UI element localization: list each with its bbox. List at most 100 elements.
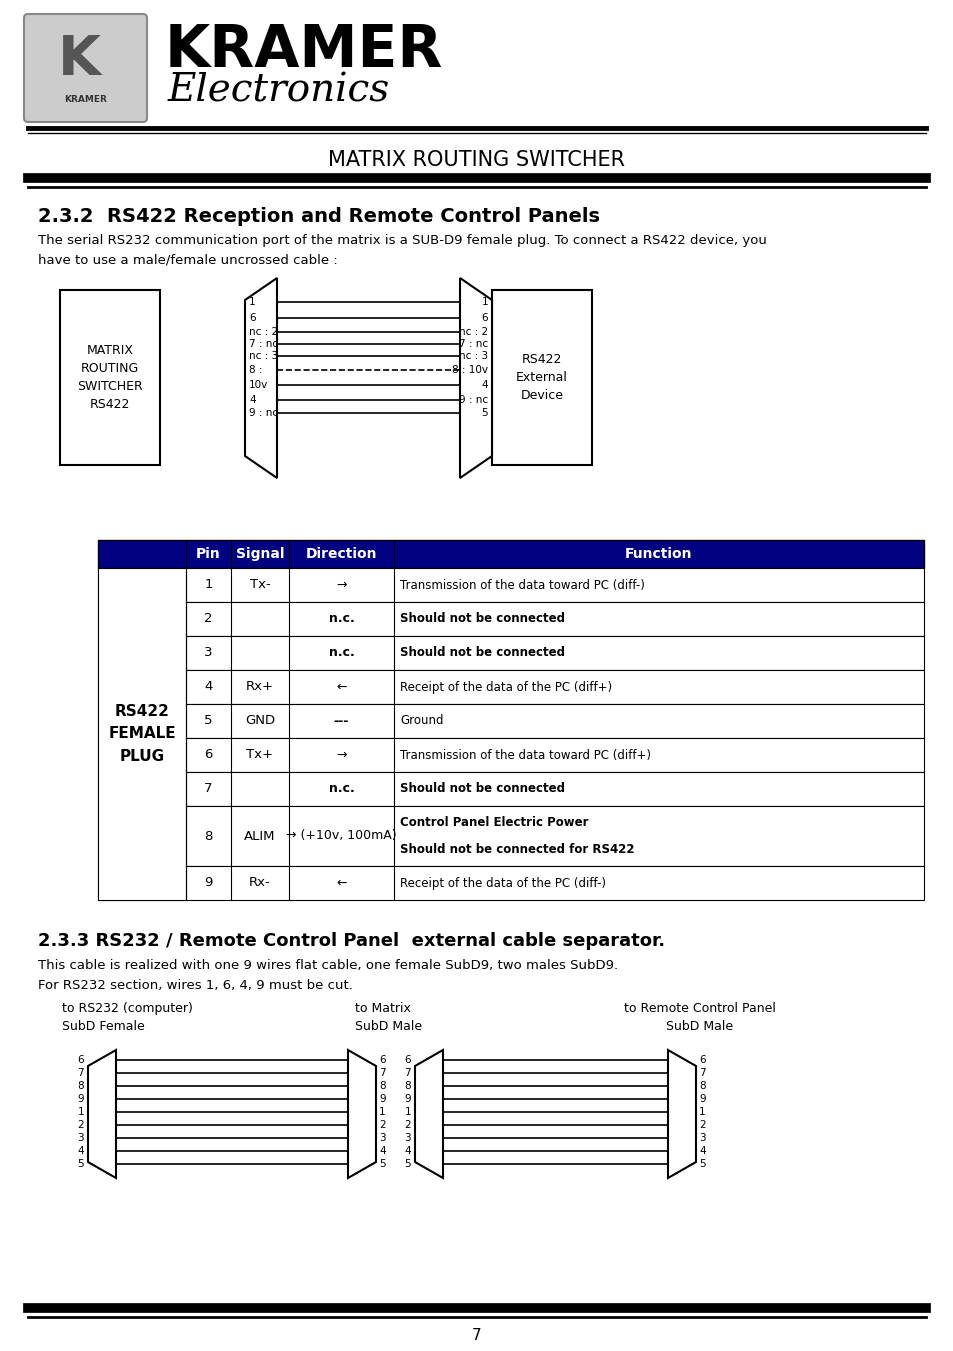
Text: ALIM: ALIM xyxy=(244,830,275,843)
Text: Rx-: Rx- xyxy=(249,877,271,889)
Text: to Matrix
SubD Male: to Matrix SubD Male xyxy=(355,1002,421,1034)
Text: 9: 9 xyxy=(404,1094,411,1104)
Text: 7: 7 xyxy=(204,782,213,796)
Bar xyxy=(98,866,923,900)
Bar xyxy=(98,771,923,807)
Text: 4: 4 xyxy=(404,1146,411,1156)
Text: 3: 3 xyxy=(378,1133,385,1143)
Text: 8: 8 xyxy=(699,1081,705,1092)
Text: nc : 3: nc : 3 xyxy=(249,351,278,361)
Text: 5: 5 xyxy=(481,408,488,417)
Text: Signal: Signal xyxy=(235,547,284,561)
Text: 5: 5 xyxy=(404,1159,411,1169)
Text: 4: 4 xyxy=(378,1146,385,1156)
Text: 6: 6 xyxy=(77,1055,84,1065)
Text: Function: Function xyxy=(624,547,692,561)
Text: 9 : nc: 9 : nc xyxy=(249,408,278,417)
Text: 8 :: 8 : xyxy=(249,365,262,376)
Text: 7: 7 xyxy=(404,1069,411,1078)
Text: 7 : nc: 7 : nc xyxy=(458,339,488,349)
Text: The serial RS232 communication port of the matrix is a SUB-D9 female plug. To co: The serial RS232 communication port of t… xyxy=(38,234,766,266)
Text: 4: 4 xyxy=(249,394,255,405)
Text: 9: 9 xyxy=(77,1094,84,1104)
Text: RS422
FEMALE
PLUG: RS422 FEMALE PLUG xyxy=(108,704,175,763)
Text: 5: 5 xyxy=(699,1159,705,1169)
Text: 2: 2 xyxy=(699,1120,705,1129)
Text: K: K xyxy=(58,32,101,86)
Text: n.c.: n.c. xyxy=(328,647,354,659)
Text: 8: 8 xyxy=(378,1081,385,1092)
Text: Tx-: Tx- xyxy=(250,578,270,592)
Text: 3: 3 xyxy=(699,1133,705,1143)
Text: 3: 3 xyxy=(77,1133,84,1143)
Text: 5: 5 xyxy=(204,715,213,727)
Text: 1: 1 xyxy=(77,1106,84,1117)
FancyBboxPatch shape xyxy=(24,14,147,122)
Text: 4: 4 xyxy=(77,1146,84,1156)
Text: 6: 6 xyxy=(204,748,213,762)
Text: 6: 6 xyxy=(404,1055,411,1065)
Text: Should not be connected: Should not be connected xyxy=(399,782,564,796)
Text: 9: 9 xyxy=(699,1094,705,1104)
Text: n.c.: n.c. xyxy=(328,782,354,796)
Text: 2.3.3 RS232 / Remote Control Panel  external cable separator.: 2.3.3 RS232 / Remote Control Panel exter… xyxy=(38,932,664,950)
Text: 4: 4 xyxy=(699,1146,705,1156)
Text: 5: 5 xyxy=(378,1159,385,1169)
Text: Tx+: Tx+ xyxy=(246,748,274,762)
Text: ←: ← xyxy=(335,877,346,889)
Text: Should not be connected: Should not be connected xyxy=(399,647,564,659)
Text: Transmission of the data toward PC (diff-): Transmission of the data toward PC (diff… xyxy=(399,578,644,592)
Text: 9 : nc: 9 : nc xyxy=(458,394,488,405)
Bar xyxy=(98,567,923,603)
Text: 5: 5 xyxy=(77,1159,84,1169)
Polygon shape xyxy=(245,278,276,478)
Bar xyxy=(98,670,923,704)
Bar xyxy=(98,567,186,900)
Text: 2: 2 xyxy=(204,612,213,626)
Text: 8 : 10v: 8 : 10v xyxy=(452,365,488,376)
Text: MATRIX
ROUTING
SWITCHER
RS422: MATRIX ROUTING SWITCHER RS422 xyxy=(77,345,143,411)
Text: → (+10v, 100mA): → (+10v, 100mA) xyxy=(286,830,396,843)
Bar xyxy=(98,636,923,670)
Polygon shape xyxy=(415,1050,442,1178)
Text: 2: 2 xyxy=(378,1120,385,1129)
Text: 7: 7 xyxy=(472,1328,481,1343)
Text: 1: 1 xyxy=(204,578,213,592)
Text: Receipt of the data of the PC (diff+): Receipt of the data of the PC (diff+) xyxy=(399,681,612,693)
Text: 4: 4 xyxy=(204,681,213,693)
Text: ---: --- xyxy=(334,715,349,727)
Text: 1: 1 xyxy=(404,1106,411,1117)
Text: nc : 3: nc : 3 xyxy=(458,351,488,361)
Text: 9: 9 xyxy=(204,877,213,889)
Text: KRAMER: KRAMER xyxy=(64,96,107,104)
Text: 1: 1 xyxy=(249,297,255,307)
Text: nc : 2: nc : 2 xyxy=(249,327,278,336)
Text: Rx+: Rx+ xyxy=(246,681,274,693)
Bar xyxy=(60,290,160,465)
Bar xyxy=(492,290,592,465)
Text: Electronics: Electronics xyxy=(168,72,390,109)
Bar xyxy=(98,738,923,771)
Text: 7: 7 xyxy=(378,1069,385,1078)
Text: 7: 7 xyxy=(77,1069,84,1078)
Text: RS422
External
Device: RS422 External Device xyxy=(516,353,567,403)
Polygon shape xyxy=(88,1050,116,1178)
Text: Control Panel Electric Power: Control Panel Electric Power xyxy=(399,816,588,830)
Text: →: → xyxy=(335,748,346,762)
Text: 1: 1 xyxy=(481,297,488,307)
Text: 7 : nc: 7 : nc xyxy=(249,339,278,349)
Text: 8: 8 xyxy=(204,830,213,843)
Text: n.c.: n.c. xyxy=(328,612,354,626)
Text: 2.3.2  RS422 Reception and Remote Control Panels: 2.3.2 RS422 Reception and Remote Control… xyxy=(38,207,599,226)
Text: 6: 6 xyxy=(249,313,255,323)
Text: GND: GND xyxy=(245,715,274,727)
Text: 9: 9 xyxy=(378,1094,385,1104)
Text: 6: 6 xyxy=(699,1055,705,1065)
Text: 3: 3 xyxy=(204,647,213,659)
Text: 1: 1 xyxy=(699,1106,705,1117)
Text: Ground: Ground xyxy=(399,715,443,727)
Text: 7: 7 xyxy=(699,1069,705,1078)
Text: →: → xyxy=(335,578,346,592)
Polygon shape xyxy=(459,278,492,478)
Bar xyxy=(98,807,923,866)
